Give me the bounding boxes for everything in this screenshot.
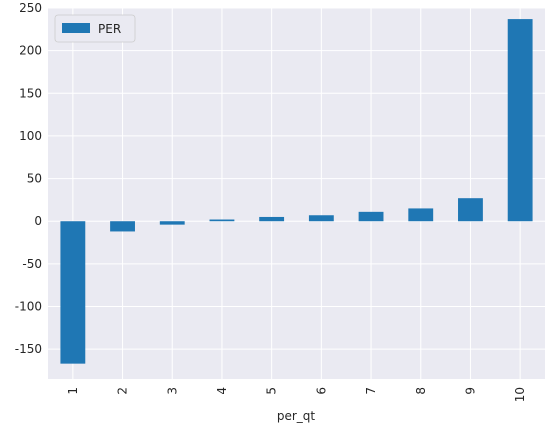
y-axis-ticks: -150 -100 -50 0 50 100 150 200 250 <box>15 1 42 356</box>
y-tick-label: -150 <box>15 342 42 356</box>
x-axis-label: per_qt <box>277 409 316 423</box>
bars <box>60 19 533 364</box>
bar-9 <box>458 198 483 222</box>
y-tick-label: 250 <box>19 1 42 15</box>
bar-3 <box>159 221 185 225</box>
plot-area <box>48 8 545 379</box>
x-tick-label: 10 <box>513 387 527 402</box>
bar-10 <box>507 19 533 222</box>
legend-swatch <box>62 23 90 33</box>
bar-4 <box>209 219 235 222</box>
x-tick-label: 6 <box>314 387 328 395</box>
y-tick-label: 50 <box>27 172 42 186</box>
x-tick-label: 3 <box>165 387 179 395</box>
x-tick-label: 7 <box>364 387 378 395</box>
bar-7 <box>358 211 384 222</box>
y-tick-label: 200 <box>19 44 42 58</box>
bar-2 <box>110 221 135 232</box>
bar-8 <box>408 208 434 222</box>
y-tick-label: -100 <box>15 300 42 314</box>
legend: PER <box>54 14 136 43</box>
bar-6 <box>308 215 334 222</box>
legend-box <box>54 14 136 43</box>
x-tick-label: 5 <box>265 387 279 395</box>
x-tick-label: 8 <box>414 387 428 395</box>
x-tick-label: 2 <box>116 387 130 395</box>
grid-lines <box>48 7 545 379</box>
x-tick-label: 4 <box>215 387 229 395</box>
legend-label: PER <box>98 22 121 36</box>
y-tick-label: 150 <box>19 86 42 100</box>
y-tick-label: 100 <box>19 129 42 143</box>
bar-5 <box>259 216 285 222</box>
x-tick-label: 9 <box>463 387 477 395</box>
y-tick-label: -50 <box>22 257 42 271</box>
x-tick-label: 1 <box>66 387 80 395</box>
x-axis-ticks: 1 2 3 4 5 6 7 8 9 10 <box>66 387 527 402</box>
y-tick-label: 0 <box>34 214 42 228</box>
bar-1 <box>60 221 86 364</box>
